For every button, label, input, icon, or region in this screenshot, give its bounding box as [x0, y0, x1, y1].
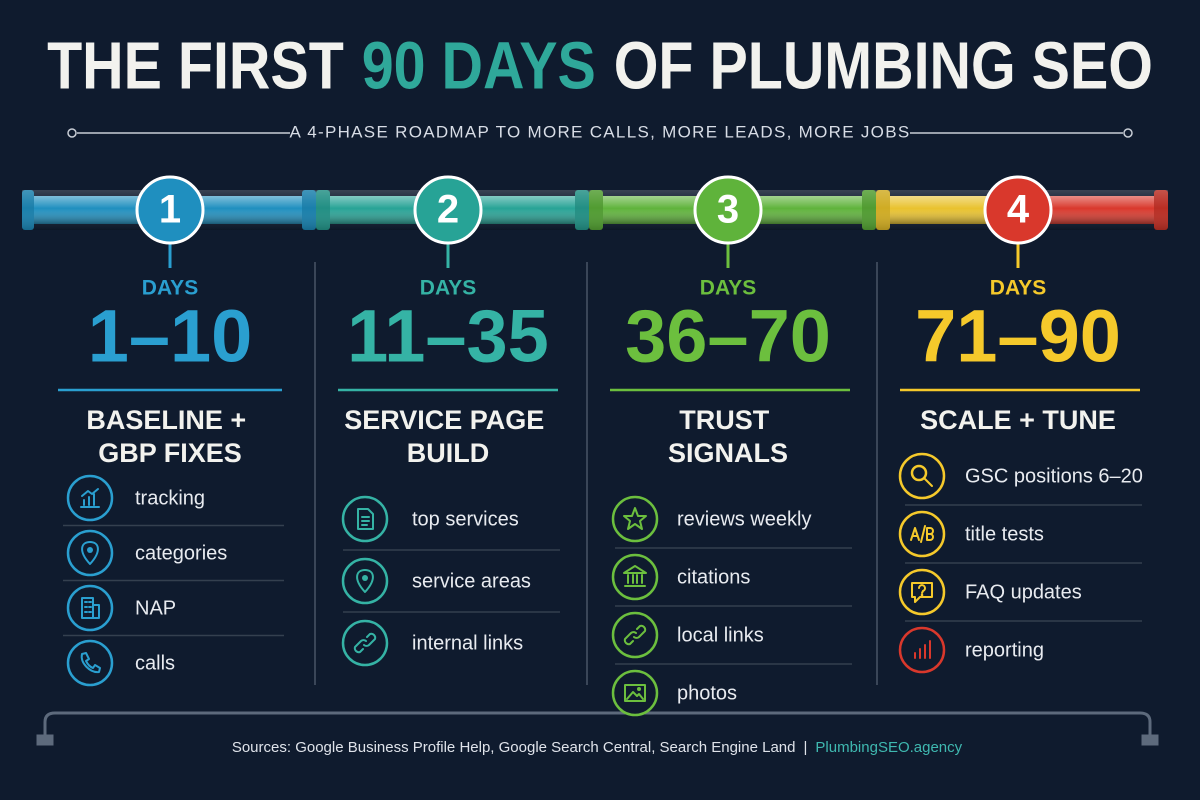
days-range: 11–35: [347, 295, 549, 378]
phase-title: BASELINE + GBP FIXES: [86, 405, 253, 468]
item-icon: [341, 557, 389, 605]
title-part: OF PLUMBING SEO: [614, 28, 1153, 103]
item-icon: [611, 495, 659, 543]
phase-badge: [983, 175, 1053, 245]
icon-ring: [898, 626, 946, 674]
footer: Sources: Google Business Profile Help, G…: [232, 739, 963, 756]
item-label: citations: [677, 566, 750, 588]
phase-title: SERVICE PAGE BUILD: [344, 405, 552, 468]
icon-glyph: [920, 593, 924, 597]
days-range: 36–70: [625, 295, 831, 378]
icon-ring: [611, 495, 659, 543]
icon-ring: [66, 639, 114, 687]
days-range: 71–90: [915, 295, 1121, 378]
item-icon: [66, 584, 114, 632]
item-icon: [898, 452, 946, 500]
item-label: reviews weekly: [677, 508, 811, 530]
icon-ring: [611, 553, 659, 601]
item-label: GSC positions 6–20: [965, 465, 1143, 487]
days-label: DAYS: [990, 277, 1046, 300]
item-icon: [898, 510, 946, 558]
icon-glyph: [624, 684, 646, 702]
item-icon: [611, 669, 659, 717]
title: THE FIRST 90 DAYS OF PLUMBING SEO: [47, 28, 1153, 103]
title-part: THE FIRST: [47, 28, 344, 103]
site-link: PlumbingSEO.agency: [815, 739, 962, 756]
icon-glyph: [910, 525, 934, 543]
icon-glyph: [637, 687, 641, 691]
item-icon: [611, 553, 659, 601]
item-label: FAQ updates: [965, 581, 1082, 603]
phase-title: SCALE + TUNE: [920, 405, 1116, 435]
item-label: title tests: [965, 523, 1044, 545]
item-label: calls: [135, 652, 175, 674]
icon-glyph: [356, 569, 374, 593]
footer-pipe: [36, 711, 1159, 746]
phase-number: 4: [1007, 188, 1030, 232]
item-label: top services: [412, 508, 519, 530]
item-icon: [66, 529, 114, 577]
item-label: tracking: [135, 487, 205, 509]
icon-glyph: [87, 547, 93, 553]
icon-glyph: [80, 488, 100, 508]
icon-glyph: [623, 624, 647, 646]
subtitle-rule: [67, 128, 1133, 138]
icon-glyph: [353, 632, 377, 654]
subtitle: A 4-PHASE ROADMAP TO MORE CALLS, MORE LE…: [290, 122, 911, 141]
item-label: service areas: [412, 570, 531, 592]
icon-ring: [341, 619, 389, 667]
icon-glyph: [362, 575, 368, 581]
item-icon: [66, 639, 114, 687]
icon-glyph: [910, 464, 928, 482]
item-label: photos: [677, 682, 737, 704]
icon-glyph: [914, 640, 931, 659]
item-label: reporting: [965, 639, 1044, 661]
item-label: categories: [135, 542, 227, 564]
phase-title: TRUST SIGNALS: [668, 405, 788, 468]
days-label: DAYS: [420, 277, 476, 300]
icon-ring: [341, 495, 389, 543]
icon-glyph: [357, 508, 374, 530]
icon-glyph: [911, 582, 933, 603]
phase-badge: [413, 175, 483, 245]
phase-badge: [693, 175, 763, 245]
column-dividers: [314, 262, 878, 685]
item-icon: [66, 474, 114, 522]
item-icon: [611, 611, 659, 659]
sources: Sources: Google Business Profile Help, G…: [232, 739, 796, 756]
phase-badge: [135, 175, 205, 245]
item-icon: [341, 619, 389, 667]
icon-glyph: [80, 652, 101, 674]
icon-ring: [611, 611, 659, 659]
item-icon: [341, 495, 389, 543]
pipe: [22, 190, 1168, 230]
days-label: DAYS: [700, 277, 756, 300]
item-icon: [898, 626, 946, 674]
separator: |: [804, 739, 808, 756]
days-range: 1–10: [88, 295, 253, 378]
item-label: internal links: [412, 632, 523, 654]
icon-ring: [898, 452, 946, 500]
item-icon: [898, 568, 946, 616]
item-label: local links: [677, 624, 764, 646]
title-highlight: 90 DAYS: [362, 28, 596, 103]
days-label: DAYS: [142, 277, 198, 300]
phase-number: 1: [159, 188, 181, 232]
icon-glyph: [623, 507, 647, 530]
item-label: NAP: [135, 597, 176, 619]
icon-glyph: [623, 565, 647, 587]
icon-glyph: [81, 597, 100, 619]
phase-number: 2: [437, 188, 459, 232]
icon-glyph: [81, 541, 99, 565]
phase-number: 3: [717, 188, 739, 232]
icon-glyph: [923, 477, 933, 487]
